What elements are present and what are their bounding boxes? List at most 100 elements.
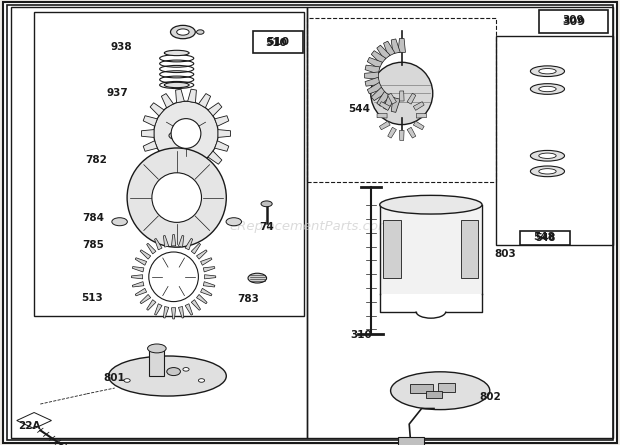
Ellipse shape xyxy=(164,82,189,88)
Ellipse shape xyxy=(391,372,490,409)
Polygon shape xyxy=(188,89,197,103)
Bar xyxy=(520,231,570,245)
Ellipse shape xyxy=(148,344,166,353)
Polygon shape xyxy=(191,243,200,254)
Ellipse shape xyxy=(261,201,272,206)
Polygon shape xyxy=(188,164,197,178)
Ellipse shape xyxy=(198,379,205,382)
Text: 548: 548 xyxy=(533,232,556,242)
Text: 544: 544 xyxy=(348,104,371,114)
Ellipse shape xyxy=(379,195,482,214)
Text: 548: 548 xyxy=(535,233,555,243)
Text: 513: 513 xyxy=(81,293,103,303)
Ellipse shape xyxy=(154,101,218,166)
Polygon shape xyxy=(175,164,184,178)
Ellipse shape xyxy=(170,25,195,39)
Ellipse shape xyxy=(177,29,189,35)
Bar xyxy=(427,391,441,398)
Polygon shape xyxy=(367,82,383,94)
Text: 938: 938 xyxy=(110,42,131,52)
Polygon shape xyxy=(388,127,396,138)
Polygon shape xyxy=(132,282,144,287)
Polygon shape xyxy=(154,304,162,315)
Ellipse shape xyxy=(167,368,180,376)
Bar xyxy=(11,7,307,438)
Polygon shape xyxy=(377,45,390,60)
Polygon shape xyxy=(161,159,174,174)
Polygon shape xyxy=(175,89,184,103)
Text: 309: 309 xyxy=(562,17,585,27)
Polygon shape xyxy=(17,413,51,429)
Polygon shape xyxy=(407,93,416,104)
Ellipse shape xyxy=(108,356,226,396)
Text: 785: 785 xyxy=(82,240,104,250)
Text: 510: 510 xyxy=(265,38,287,48)
Polygon shape xyxy=(131,275,143,279)
Text: 309: 309 xyxy=(562,15,583,25)
Polygon shape xyxy=(384,95,395,110)
Ellipse shape xyxy=(539,169,556,174)
Polygon shape xyxy=(377,113,387,118)
Polygon shape xyxy=(388,93,396,104)
Polygon shape xyxy=(414,101,424,110)
Polygon shape xyxy=(398,39,405,53)
Bar xyxy=(149,349,164,376)
Polygon shape xyxy=(367,57,383,69)
Ellipse shape xyxy=(171,119,201,148)
Polygon shape xyxy=(141,129,154,138)
Polygon shape xyxy=(371,87,386,101)
Polygon shape xyxy=(203,267,215,272)
Ellipse shape xyxy=(164,50,189,56)
Polygon shape xyxy=(391,97,400,113)
Polygon shape xyxy=(185,304,193,315)
Polygon shape xyxy=(365,72,378,79)
Ellipse shape xyxy=(130,182,224,231)
Polygon shape xyxy=(391,39,400,54)
Text: 22A: 22A xyxy=(18,421,40,431)
Polygon shape xyxy=(218,129,231,138)
Bar xyxy=(34,12,304,316)
Ellipse shape xyxy=(531,150,564,161)
Text: 801: 801 xyxy=(104,373,126,383)
Polygon shape xyxy=(208,151,222,164)
Polygon shape xyxy=(377,92,390,106)
Polygon shape xyxy=(371,51,386,64)
Polygon shape xyxy=(365,77,380,86)
Polygon shape xyxy=(379,101,390,110)
Polygon shape xyxy=(140,250,151,259)
Polygon shape xyxy=(172,235,175,246)
Polygon shape xyxy=(150,151,164,164)
Polygon shape xyxy=(179,235,184,247)
Text: 74: 74 xyxy=(259,222,274,232)
Polygon shape xyxy=(365,65,380,74)
Polygon shape xyxy=(147,243,156,254)
Polygon shape xyxy=(198,159,211,174)
Bar xyxy=(438,383,455,392)
Ellipse shape xyxy=(539,153,556,158)
Bar xyxy=(496,36,613,245)
Text: eReplacementParts.com: eReplacementParts.com xyxy=(229,220,391,234)
Polygon shape xyxy=(135,258,147,265)
Ellipse shape xyxy=(112,218,127,226)
Polygon shape xyxy=(150,103,164,116)
Polygon shape xyxy=(198,93,211,108)
Polygon shape xyxy=(414,121,424,130)
Bar xyxy=(383,220,401,278)
Polygon shape xyxy=(203,282,215,287)
Polygon shape xyxy=(143,116,157,126)
Ellipse shape xyxy=(183,368,189,371)
Polygon shape xyxy=(215,141,229,151)
Polygon shape xyxy=(185,239,193,250)
Bar xyxy=(461,220,479,278)
Text: 784: 784 xyxy=(82,213,104,223)
Ellipse shape xyxy=(539,69,556,74)
Polygon shape xyxy=(132,267,144,272)
Polygon shape xyxy=(205,275,216,279)
Polygon shape xyxy=(200,258,212,265)
Polygon shape xyxy=(164,307,169,318)
Polygon shape xyxy=(417,113,427,118)
Polygon shape xyxy=(407,127,416,138)
Ellipse shape xyxy=(197,30,204,34)
Ellipse shape xyxy=(152,173,202,222)
Text: 510: 510 xyxy=(266,37,290,47)
